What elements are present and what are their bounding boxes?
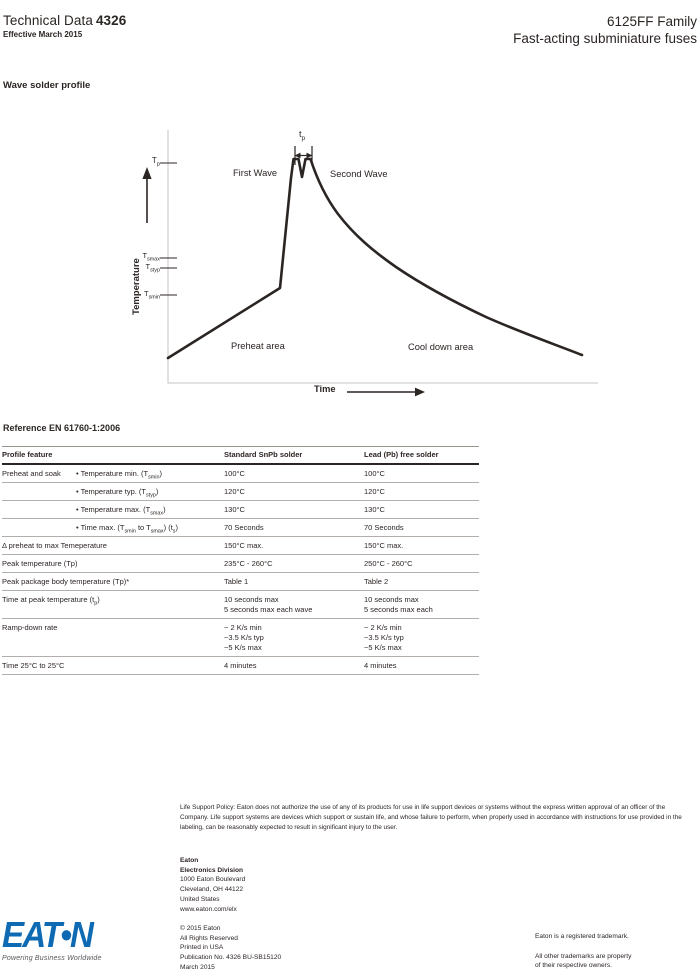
eaton-logo: EAT•N Powering Business Worldwide <box>2 914 152 963</box>
cooldown-area-label: Cool down area <box>408 342 474 352</box>
copyright-block: © 2015 Eaton All Rights Reserved Printed… <box>180 924 281 973</box>
column-header-standard-snpb: Standard SnPb solder <box>224 450 303 459</box>
document-header-left: Technical Data 4326 Effective March 2015 <box>3 13 126 39</box>
value-standard: Table 1 <box>224 577 249 586</box>
x-axis-label: Time <box>314 384 336 394</box>
feature-item: Δ preheat to max Temeperature <box>2 541 107 550</box>
column-header-profile-feature: Profile feature <box>2 450 53 459</box>
table-header-row: Profile feature Standard SnPb solder Lea… <box>2 447 479 465</box>
document-header-right: 6125FF Family Fast-acting subminiature f… <box>513 13 697 47</box>
effective-date: Effective March 2015 <box>3 30 83 39</box>
reference-standard-title: Reference EN 61760-1:2006 <box>3 423 121 433</box>
feature-item: Peak temperature (Tp) <box>2 559 78 568</box>
table-row: Ramp-down rate ~ 2 K/s min ~3.5 K/s typ … <box>2 619 479 657</box>
section-title: Wave solder profile <box>3 80 91 91</box>
feature-item: • Time max. (Tsmin to Tsmax) (ts) <box>76 523 178 535</box>
printed-line: Printed in USA <box>180 944 224 952</box>
value-standard: 235°C - 260°C <box>224 559 273 568</box>
value-lead-free: 250°C - 260°C <box>364 559 413 568</box>
feature-group <box>2 519 76 536</box>
value-lead-free: 150°C max. <box>364 541 404 550</box>
first-wave-label: First Wave <box>233 168 278 178</box>
value-standard: 10 seconds max 5 seconds max each wave <box>224 595 313 614</box>
table-row: Peak temperature (Tp) 235°C - 260°C 250°… <box>2 555 479 573</box>
y-tick-label-tp: Tp <box>151 156 160 168</box>
table-row: • Temperature typ. (Tstyp) 120°C 120°C <box>2 483 479 501</box>
value-standard: 70 Seconds <box>224 523 264 532</box>
value-standard: ~ 2 K/s min ~3.5 K/s typ ~5 K/s max <box>224 623 264 652</box>
value-lead-free: Table 2 <box>364 577 389 586</box>
address-street: 1000 Eaton Boulevard <box>180 876 246 884</box>
copyright-line: © 2015 Eaton <box>180 925 221 932</box>
feature-item: • Temperature min. (Tsmin) <box>76 469 162 481</box>
table-row: Preheat and soak • Temperature min. (Tsm… <box>2 465 479 483</box>
document-title: Technical Data 4326 <box>3 13 126 28</box>
trademark-block: Eaton is a registered trademark. All oth… <box>535 932 631 971</box>
company-name: Eaton <box>180 857 199 864</box>
feature-group <box>2 483 76 500</box>
feature-group <box>2 501 76 518</box>
column-header-lead-free: Lead (Pb) free solder <box>364 450 439 459</box>
product-family: 6125FF Family <box>606 14 697 29</box>
second-wave-label: Second Wave <box>330 169 388 179</box>
feature-item: Peak package body temperature (Tp)* <box>2 577 130 586</box>
value-lead-free: 100°C <box>364 469 385 478</box>
table-row: • Time max. (Tsmin to Tsmax) (ts) 70 Sec… <box>2 519 479 537</box>
table-row: Time 25°C to 25°C 4 minutes 4 minutes <box>2 657 479 675</box>
table-row: Time at peak temperature (tp) 10 seconds… <box>2 591 479 619</box>
feature-group: Preheat and soak <box>2 469 61 478</box>
preheat-area-label: Preheat area <box>231 341 285 351</box>
table-row: • Temperature max. (Tsmax) 130°C 130°C <box>2 501 479 519</box>
feature-item: Ramp-down rate <box>2 623 58 632</box>
value-lead-free: 130°C <box>364 505 385 514</box>
feature-item: • Temperature max. (Tsmax) <box>76 505 166 517</box>
y-tick-label-tstyp: Tstyp <box>145 261 160 273</box>
value-standard: 120°C <box>224 487 245 496</box>
table-row: Peak package body temperature (Tp)* Tabl… <box>2 573 479 591</box>
profile-curve <box>166 157 584 360</box>
y-axis-ticks <box>160 162 177 296</box>
registered-trademark-note: Eaton is a registered trademark. <box>535 933 629 940</box>
y-tick-label-tsmin: Tsmin <box>144 288 160 300</box>
address-country: United States <box>180 895 220 903</box>
other-trademarks-note: All other trademarks are property of the… <box>535 952 632 970</box>
value-standard: 150°C max. <box>224 541 264 550</box>
document-type: Technical Data <box>3 13 93 28</box>
solder-profile-table: Profile feature Standard SnPb solder Lea… <box>2 446 479 675</box>
table-row: Δ preheat to max Temeperature 150°C max.… <box>2 537 479 555</box>
value-lead-free: 10 seconds max 5 seconds max each <box>364 595 433 614</box>
value-standard: 130°C <box>224 505 245 514</box>
value-lead-free: 120°C <box>364 487 385 496</box>
publication-date: March 2015 <box>180 963 215 971</box>
time-axis-arrow <box>347 387 425 397</box>
profile-chart-canvas <box>142 130 598 397</box>
value-lead-free: ~ 2 K/s min ~3.5 K/s typ ~5 K/s max <box>364 623 404 652</box>
website-link[interactable]: www.eaton.com/elx <box>180 905 237 913</box>
value-standard: 4 minutes <box>224 661 257 670</box>
publication-number: Publication No. 4326 BU-SB15120 <box>180 954 282 962</box>
document-number: 4326 <box>95 13 127 28</box>
y-tick-label-tsmax: Tsmax <box>142 251 160 263</box>
company-address-block: Eaton Electronics Division 1000 Eaton Bo… <box>180 856 245 914</box>
eaton-tagline: Powering Business Worldwide <box>2 955 102 962</box>
rights-line: All Rights Reserved <box>180 934 238 942</box>
peak-time-annotation: tp <box>298 129 306 142</box>
tp-peak-width-marker <box>294 146 313 165</box>
temperature-axis-arrow <box>142 167 152 223</box>
feature-item: • Temperature typ. (Tstyp) <box>76 487 159 499</box>
value-standard: 100°C <box>224 469 245 478</box>
eaton-wordmark: EAT•N <box>2 914 94 955</box>
address-city: Cleveland, OH 44122 <box>180 886 244 894</box>
division-name: Electronics Division <box>180 866 244 874</box>
feature-item: Time 25°C to 25°C <box>2 661 65 670</box>
feature-item: Time at peak temperature (tp) <box>2 595 100 607</box>
value-lead-free: 70 Seconds <box>364 523 404 532</box>
product-subtitle: Fast-acting subminiature fuses <box>513 31 697 46</box>
value-lead-free: 4 minutes <box>364 661 397 670</box>
life-support-policy: Life Support Policy: Eaton does not auth… <box>180 804 682 832</box>
axis-lines <box>167 130 598 384</box>
wave-solder-profile-chart: Temperature Tp Tsmax Tstyp Tsmin tp Firs… <box>130 118 600 410</box>
